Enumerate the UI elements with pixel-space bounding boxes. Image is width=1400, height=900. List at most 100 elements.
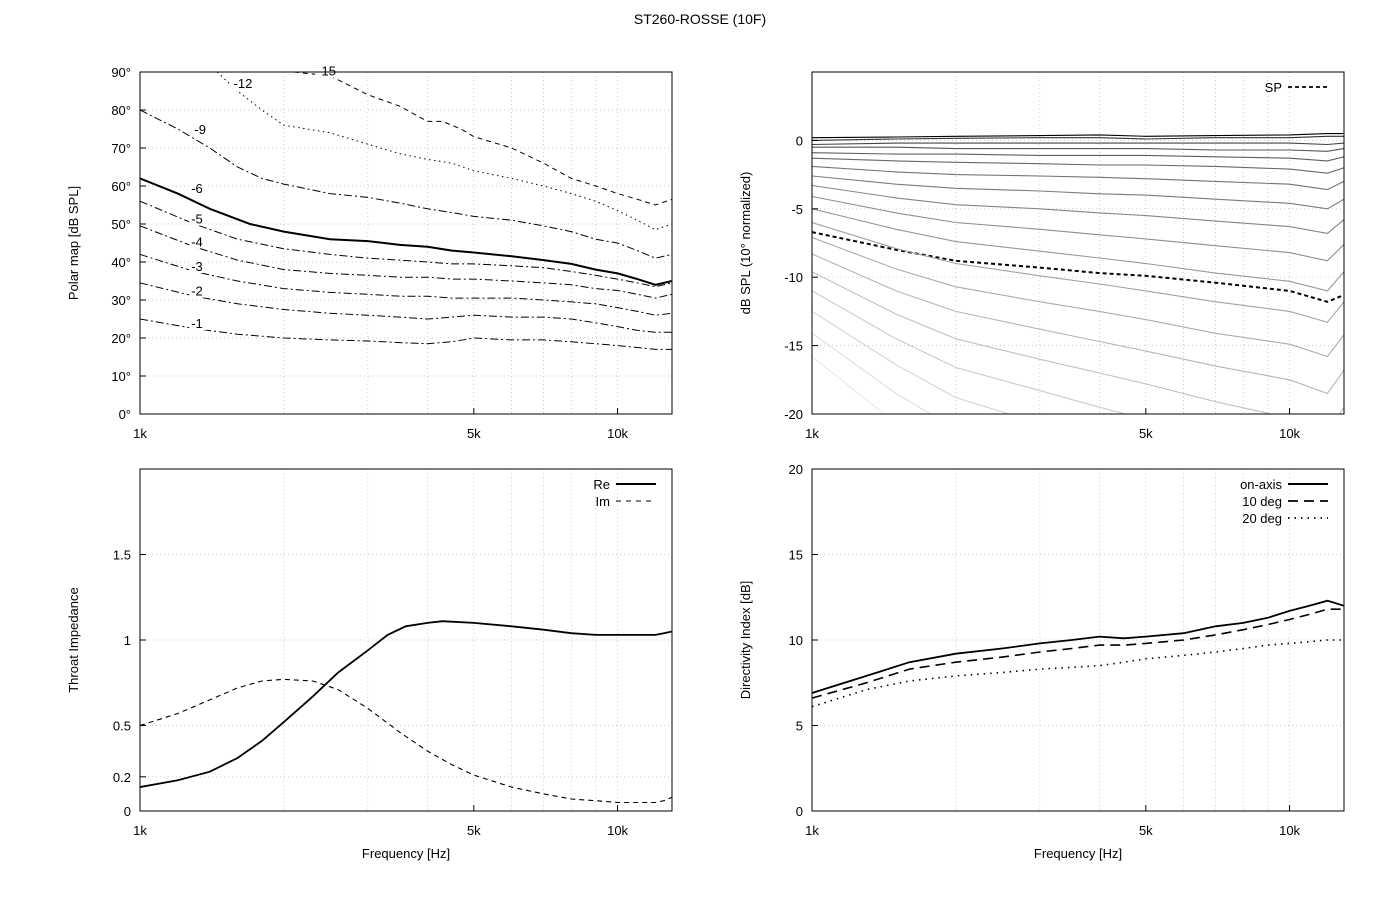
series-line <box>140 282 672 333</box>
series-line <box>140 318 672 350</box>
y-tick-label: 90° <box>111 65 131 80</box>
contour-label-bg <box>189 213 208 226</box>
series-line <box>812 195 1344 262</box>
contour-label: -3 <box>191 259 203 274</box>
y-axis-label: Directivity Index [dB] <box>738 581 753 700</box>
y-axis-label: Polar map [dB SPL] <box>66 186 81 300</box>
series-line <box>812 639 1344 708</box>
y-tick-label: 10° <box>111 369 131 384</box>
y-tick-label: 0 <box>796 804 803 819</box>
legend-label: SP <box>1265 80 1282 95</box>
contour-label: -9 <box>194 122 206 137</box>
x-axis-label: Frequency [Hz] <box>1034 846 1122 861</box>
series-line <box>812 133 1344 139</box>
contour-label-bg <box>192 123 211 136</box>
legend-label: 20 deg <box>1242 511 1282 526</box>
series-line <box>140 253 672 316</box>
y-tick-label: 0 <box>796 133 803 148</box>
contour-label: -12 <box>234 76 253 91</box>
y-tick-label: 5 <box>796 719 803 734</box>
series-line <box>812 165 1344 191</box>
y-tick-label: 0.5 <box>113 719 131 734</box>
y-tick-label: -5 <box>791 202 803 217</box>
series-line <box>812 236 1344 358</box>
y-tick-label: 0° <box>119 407 131 422</box>
series-line <box>812 175 1344 210</box>
x-tick-label: 5k <box>467 823 481 838</box>
series-line <box>812 146 1344 152</box>
x-tick-label: 1k <box>133 426 147 441</box>
figure-title: ST260-ROSSE (10F) <box>634 11 766 27</box>
plot-frame <box>139 71 673 415</box>
contour-label-bg <box>189 285 208 298</box>
y-tick-label: 20° <box>111 331 131 346</box>
directivity-index-panel: 1k 5k 10k 0 5 10 15 20 Directivity Index [dB] Fre… <box>738 462 1345 861</box>
series-line <box>812 184 1344 234</box>
polar-map-panel: -1 -2 -3 -4 -5 -6 -9 -12 -15 1k 5k 10k 0° 10° 20° 30° 40… <box>66 64 673 441</box>
series-line <box>812 157 1344 174</box>
series-line <box>812 310 1011 414</box>
legend-label: Re <box>593 477 610 492</box>
series-line <box>140 200 672 288</box>
series-line <box>140 109 672 259</box>
contour-label: -2 <box>191 284 203 299</box>
y-tick-label: 40° <box>111 255 131 270</box>
y-tick-label: 1 <box>124 633 131 648</box>
y-tick-label: 1.5 <box>113 548 131 563</box>
series-line <box>293 72 672 206</box>
y-tick-label: 0 <box>124 804 131 819</box>
y-tick-label: 15 <box>789 548 803 563</box>
x-tick-label: 10k <box>607 426 628 441</box>
y-tick-label: -10 <box>784 270 803 285</box>
y-tick-label: 70° <box>111 141 131 156</box>
series-line <box>140 620 672 788</box>
y-tick-label: 60° <box>111 179 131 194</box>
series-line <box>812 332 932 414</box>
y-tick-label: -15 <box>784 339 803 354</box>
series-line <box>812 253 1344 395</box>
y-tick-label: 10 <box>789 633 803 648</box>
y-tick-label: 30° <box>111 293 131 308</box>
x-tick-label: 1k <box>805 823 819 838</box>
normalized-spl-panel: 1k 5k 10k 0 -5 -10 -15 -20 dB SPL (10° normalize… <box>738 71 1345 441</box>
contour-label-bg <box>189 236 208 249</box>
series-line <box>812 221 1344 323</box>
legend-label: 10 deg <box>1242 494 1282 509</box>
series-line <box>812 271 1344 414</box>
series-line <box>812 608 1344 699</box>
y-tick-label: 0.2 <box>113 770 131 785</box>
x-tick-label: 5k <box>1139 426 1153 441</box>
y-tick-label: 20 <box>789 462 803 477</box>
contour-label: -5 <box>191 211 203 226</box>
x-tick-label: 5k <box>467 426 481 441</box>
x-tick-label: 10k <box>1279 426 1300 441</box>
legend-label: Im <box>596 494 610 509</box>
x-tick-label: 1k <box>133 823 147 838</box>
x-tick-label: 1k <box>805 426 819 441</box>
plot-frame <box>811 71 1345 415</box>
x-tick-label: 10k <box>607 823 628 838</box>
legend-label: on-axis <box>1240 477 1282 492</box>
throat-impedance-panel: 1k 5k 10k 0 0.2 0.5 1 1.5 Throat Impedance Freque… <box>66 468 673 861</box>
contour-label-bg <box>189 183 208 196</box>
series-line <box>140 177 672 286</box>
contour-label-bg <box>189 317 208 330</box>
y-axis-label: dB SPL (10° normalized) <box>738 172 753 315</box>
y-tick-label: -20 <box>784 407 803 422</box>
series-line <box>812 142 1344 146</box>
y-axis-label: Throat Impedance <box>66 587 81 693</box>
x-axis-label: Frequency [Hz] <box>362 846 450 861</box>
contour-label: -15 <box>317 64 336 79</box>
contour-label: -4 <box>191 234 203 249</box>
y-tick-label: 80° <box>111 103 131 118</box>
series-line <box>812 599 1344 694</box>
contour-label: -6 <box>191 181 203 196</box>
contour-label-bg <box>231 78 257 91</box>
y-tick-label: 50° <box>111 217 131 232</box>
x-tick-label: 5k <box>1139 823 1153 838</box>
series-line <box>140 678 672 804</box>
series-line <box>812 135 1344 141</box>
series-line <box>812 152 1344 162</box>
series-line <box>812 208 1344 292</box>
